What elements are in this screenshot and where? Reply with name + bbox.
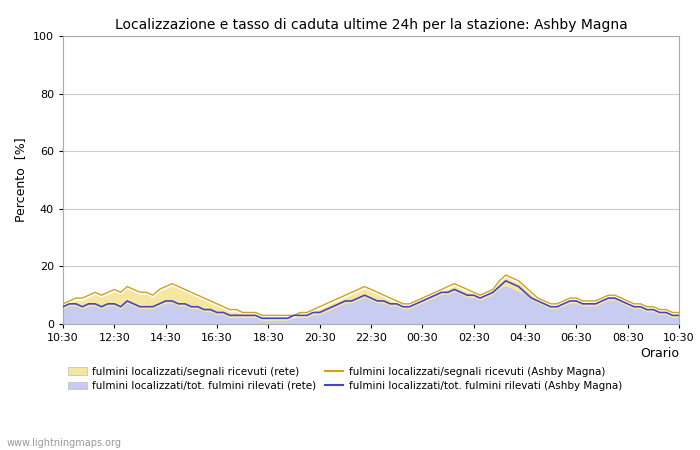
Title: Localizzazione e tasso di caduta ultime 24h per la stazione: Ashby Magna: Localizzazione e tasso di caduta ultime … (115, 18, 627, 32)
Text: Orario: Orario (640, 347, 679, 360)
Y-axis label: Percento  [%]: Percento [%] (15, 138, 27, 222)
Legend: fulmini localizzati/segnali ricevuti (rete), fulmini localizzati/tot. fulmini ri: fulmini localizzati/segnali ricevuti (re… (68, 367, 622, 391)
Text: www.lightningmaps.org: www.lightningmaps.org (7, 438, 122, 448)
